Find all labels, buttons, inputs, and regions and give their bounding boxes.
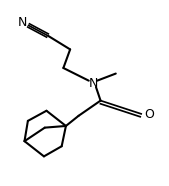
Text: N: N [17, 15, 27, 28]
Text: N: N [88, 77, 98, 90]
Text: O: O [144, 108, 154, 121]
